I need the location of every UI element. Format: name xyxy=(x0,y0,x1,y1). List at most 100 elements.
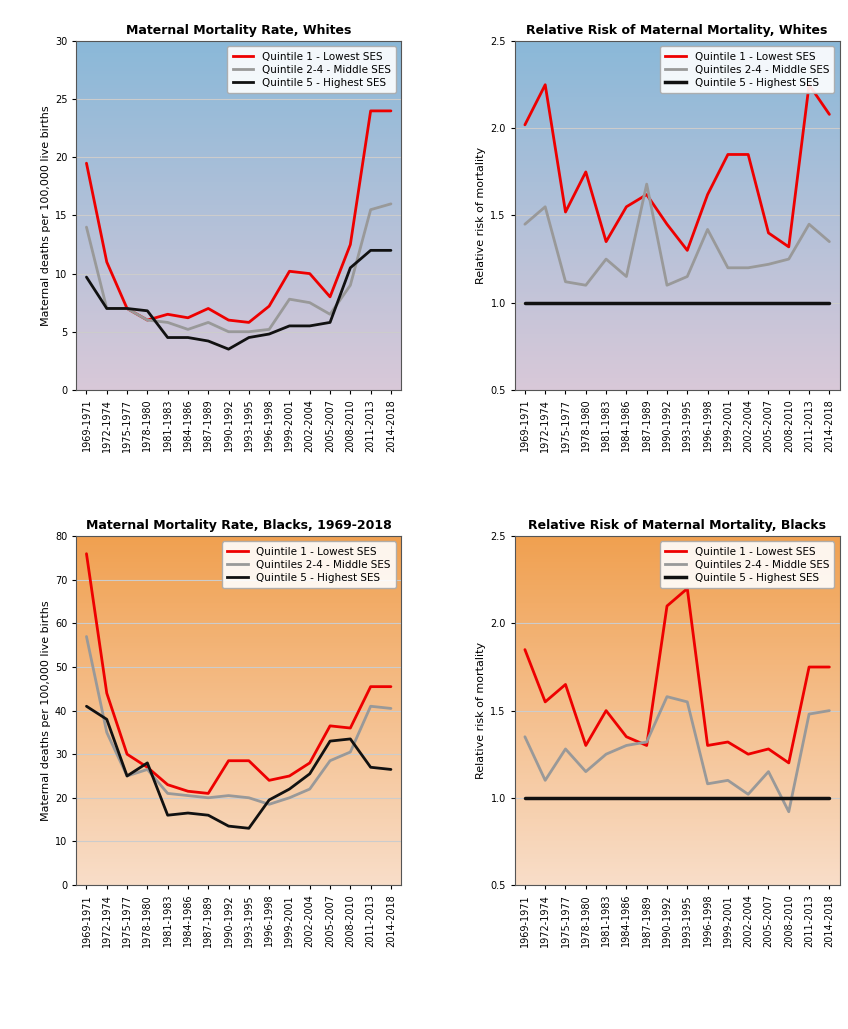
Bar xyxy=(76,669,401,671)
Bar xyxy=(515,721,840,722)
Bar xyxy=(515,358,840,360)
Bar xyxy=(515,182,840,184)
Bar xyxy=(76,74,401,76)
Bar xyxy=(76,386,401,388)
Bar xyxy=(76,883,401,885)
Bar xyxy=(76,125,401,127)
Bar xyxy=(515,330,840,332)
Bar xyxy=(76,362,401,363)
Bar xyxy=(76,297,401,299)
Bar xyxy=(76,586,401,587)
Bar xyxy=(76,695,401,697)
Bar xyxy=(515,329,840,330)
Bar xyxy=(515,592,840,594)
Bar xyxy=(76,819,401,820)
Bar xyxy=(515,130,840,132)
Bar xyxy=(76,541,401,543)
Bar xyxy=(76,315,401,317)
Bar xyxy=(515,571,840,573)
Bar xyxy=(515,745,840,747)
Bar xyxy=(515,707,840,709)
Bar xyxy=(76,599,401,601)
Bar xyxy=(76,182,401,184)
Bar xyxy=(76,273,401,275)
Bar xyxy=(515,315,840,317)
Bar xyxy=(515,137,840,139)
Bar xyxy=(76,784,401,785)
Bar xyxy=(76,739,401,740)
Bar xyxy=(76,684,401,686)
Bar xyxy=(76,540,401,541)
Bar xyxy=(515,654,840,657)
Bar xyxy=(76,787,401,789)
Bar xyxy=(76,686,401,688)
Bar xyxy=(515,754,840,756)
Bar xyxy=(515,187,840,189)
Bar xyxy=(76,845,401,847)
Bar xyxy=(76,772,401,774)
Bar xyxy=(515,671,840,672)
Bar xyxy=(515,59,840,61)
Bar xyxy=(76,561,401,563)
Bar xyxy=(515,56,840,57)
Bar xyxy=(76,812,401,814)
Bar xyxy=(76,679,401,681)
Bar xyxy=(76,546,401,548)
Bar xyxy=(515,634,840,636)
Bar xyxy=(76,380,401,381)
Bar xyxy=(76,370,401,372)
Bar xyxy=(76,870,401,871)
Bar xyxy=(76,109,401,111)
Bar xyxy=(515,569,840,571)
Bar xyxy=(76,123,401,125)
Y-axis label: Maternal deaths per 100,000 live births: Maternal deaths per 100,000 live births xyxy=(41,600,51,821)
Bar xyxy=(76,666,401,667)
Bar xyxy=(515,775,840,777)
Bar xyxy=(76,198,401,200)
Bar xyxy=(515,125,840,127)
Bar xyxy=(76,691,401,694)
Bar xyxy=(515,378,840,380)
Bar xyxy=(76,94,401,96)
Bar xyxy=(515,697,840,699)
Bar xyxy=(76,545,401,546)
Bar xyxy=(515,662,840,664)
Bar xyxy=(76,130,401,132)
Bar xyxy=(515,219,840,221)
Bar xyxy=(76,877,401,878)
Bar xyxy=(76,170,401,172)
Bar xyxy=(76,848,401,850)
Bar xyxy=(515,845,840,847)
Bar xyxy=(76,214,401,215)
Bar xyxy=(76,254,401,255)
Bar xyxy=(76,238,401,240)
Bar xyxy=(515,540,840,541)
Bar xyxy=(76,134,401,135)
Bar xyxy=(515,805,840,807)
Bar xyxy=(76,174,401,175)
Bar xyxy=(76,79,401,81)
Bar xyxy=(515,596,840,597)
Bar xyxy=(76,564,401,566)
Bar xyxy=(76,369,401,370)
Bar xyxy=(515,338,840,340)
Bar xyxy=(515,61,840,62)
Bar xyxy=(515,556,840,557)
Bar xyxy=(76,107,401,109)
Bar xyxy=(515,340,840,341)
Bar xyxy=(76,48,401,49)
Bar xyxy=(76,247,401,249)
Bar xyxy=(76,92,401,94)
Bar xyxy=(76,634,401,636)
Bar xyxy=(76,111,401,112)
Bar xyxy=(76,779,401,780)
Bar xyxy=(515,287,840,289)
Bar xyxy=(515,825,840,827)
Bar xyxy=(515,757,840,759)
Bar xyxy=(515,716,840,717)
Bar xyxy=(76,705,401,707)
Bar xyxy=(515,599,840,601)
Bar xyxy=(515,700,840,702)
Bar xyxy=(515,699,840,700)
Bar xyxy=(76,158,401,159)
